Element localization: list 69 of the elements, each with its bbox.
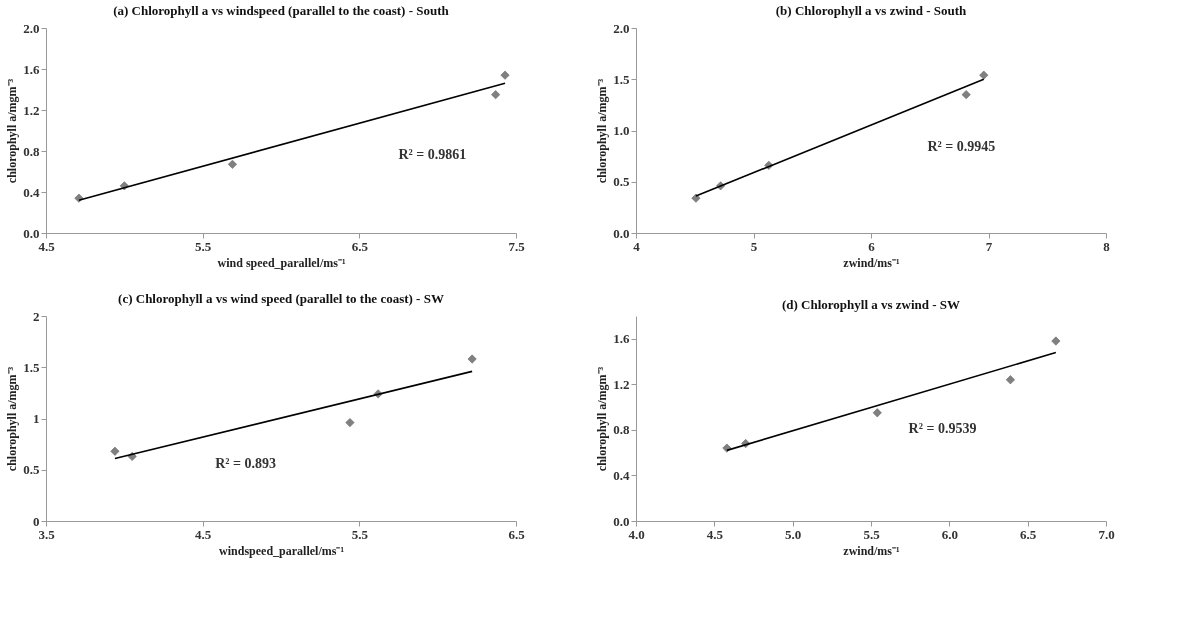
- y-tick-label: 1.5: [23, 359, 40, 375]
- x-tick-label: 4.5: [706, 526, 724, 542]
- x-tick-label: 4.5: [38, 238, 56, 254]
- point: [227, 159, 237, 169]
- x-tick-label: 6.5: [508, 526, 526, 542]
- point: [1005, 375, 1015, 385]
- x-axis-title: windspeed_parallel/ms⁻¹: [219, 543, 345, 558]
- x-tick-label: 4.0: [628, 526, 645, 542]
- y-tick-label: 1.0: [613, 123, 630, 138]
- annotation: R² = 0.9539: [908, 420, 977, 436]
- x-tick-label: 6.0: [941, 526, 958, 542]
- y-tick-label: 2.0: [613, 20, 630, 36]
- point: [979, 70, 989, 80]
- y-tick-label: 0.8: [613, 422, 630, 438]
- y-tick-label: 1.2: [23, 102, 40, 118]
- y-axis-title: chlorophyll a/mgm⁻³: [595, 78, 610, 184]
- y-tick-label: 2.0: [23, 20, 40, 36]
- annotation: R² = 0.9945: [927, 138, 996, 154]
- y-tick-label: 0.0: [23, 225, 40, 241]
- y-axis-title: chlorophyll a/mgm⁻³: [5, 366, 20, 472]
- x-tick-label: 5: [750, 238, 758, 254]
- point: [961, 90, 971, 100]
- annotation: R² = 0.9861: [398, 147, 467, 163]
- x-axis-title: wind speed_parallel/ms⁻¹: [217, 255, 346, 270]
- y-tick-label: 1.6: [613, 331, 630, 347]
- y-tick-label: 1.5: [613, 71, 630, 87]
- point: [345, 418, 355, 428]
- chart-title: (c) Chlorophyll a vs wind speed (parallel to the coast) - SW: [118, 291, 444, 306]
- y-axis-title: chlorophyll a/mgm⁻³: [5, 78, 20, 184]
- x-tick-label: 5.5: [863, 526, 881, 542]
- y-axis-title: chlorophyll a/mgm⁻³: [595, 366, 610, 472]
- y-tick-label: 0.0: [613, 225, 630, 241]
- y-tick-label: 0.4: [23, 184, 40, 200]
- x-tick-label: 5.5: [351, 526, 369, 542]
- x-tick-label: 3.5: [38, 526, 56, 542]
- y-tick-label: 1.2: [613, 376, 630, 392]
- point: [491, 90, 501, 100]
- point: [1051, 336, 1061, 346]
- x-tick-label: 7.5: [508, 238, 526, 254]
- x-tick-label: 4: [633, 238, 641, 254]
- x-tick-label: 6.5: [1020, 526, 1037, 542]
- y-tick-label: 0: [33, 513, 40, 529]
- y-tick-label: 1: [33, 411, 40, 426]
- x-axis-title: zwind/ms⁻¹: [843, 543, 901, 558]
- x-tick-label: 7.0: [1098, 526, 1115, 542]
- chart-title: (d) Chlorophyll a vs zwind - SW: [781, 297, 961, 312]
- point: [500, 70, 510, 80]
- y-tick-label: 0.5: [23, 462, 40, 478]
- chart-title: (a) Chlorophyll a vs windspeed (parallel to the coast) - South: [113, 3, 450, 18]
- x-tick-label: 5.0: [785, 526, 802, 542]
- x-tick-label: 8: [1103, 238, 1111, 254]
- point: [467, 354, 477, 364]
- y-tick-label: 0.5: [613, 174, 630, 190]
- x-tick-label: 6: [868, 238, 876, 254]
- point: [691, 193, 701, 203]
- y-tick-label: 0.8: [23, 143, 40, 159]
- x-tick-label: 4.5: [195, 526, 212, 542]
- y-tick-label: 1.6: [23, 61, 40, 77]
- x-tick-label: 6.5: [351, 238, 369, 254]
- point: [110, 446, 120, 456]
- y-tick-label: 2: [33, 308, 40, 324]
- x-tick-label: 5.5: [195, 238, 212, 254]
- y-tick-label: 0.0: [613, 513, 630, 529]
- chart-title: (b) Chlorophyll a vs zwind - South: [775, 3, 967, 18]
- y-tick-label: 0.4: [613, 467, 630, 483]
- annotation: R² = 0.893: [215, 455, 276, 471]
- x-tick-label: 7: [985, 238, 993, 254]
- point: [872, 408, 882, 418]
- x-axis-title: zwind/ms⁻¹: [843, 255, 901, 270]
